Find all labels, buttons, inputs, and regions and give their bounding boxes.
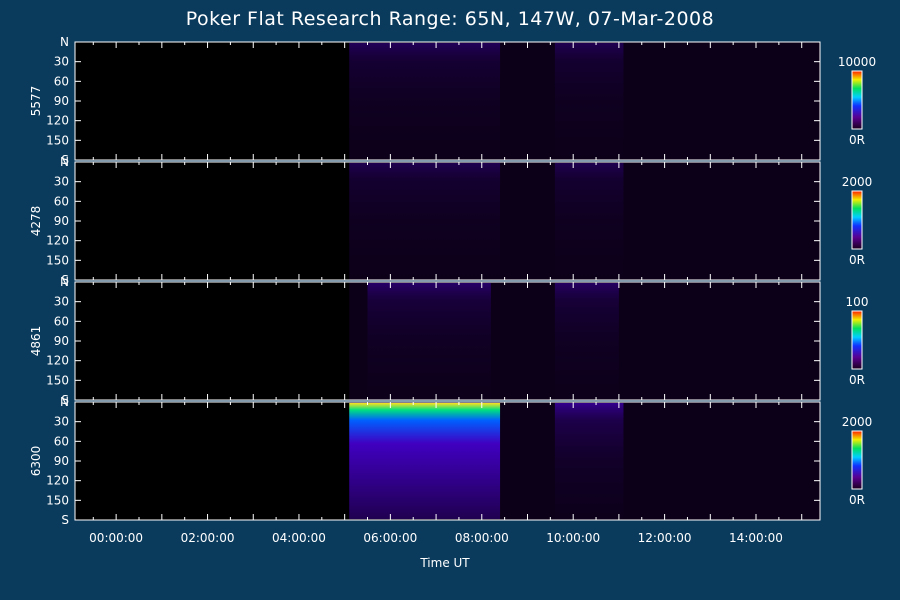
panel-4861-ytick-label: 60 xyxy=(54,314,69,328)
panel-5577-ytick-label: 150 xyxy=(46,133,69,147)
panel-6300-colorbar xyxy=(851,430,863,490)
panel-4861-ytick-label: 120 xyxy=(46,354,69,368)
panel-4278-ytick-label: 30 xyxy=(54,175,69,189)
panel-4861-ytick-label: 150 xyxy=(46,373,69,387)
panel-4861-ytick-label: 30 xyxy=(54,295,69,309)
panel-5577-ytick-label: 30 xyxy=(54,55,69,69)
panel-4861-colorbar-max: 100 xyxy=(846,295,869,309)
panel-4278-ylabel: 4278 xyxy=(29,206,43,237)
panel-6300-emission-2 xyxy=(554,403,624,519)
panel-5577-ytick-label: N xyxy=(60,35,69,49)
panel-6300-emission-1 xyxy=(349,403,501,519)
panel-4861-emission-1 xyxy=(367,283,491,399)
panel-5577-ytick-label: 90 xyxy=(54,94,69,108)
panel-5577-ylabel: 5577 xyxy=(29,86,43,117)
x-axis-label: Time UT xyxy=(420,556,470,570)
x-tick-label: 06:00:00 xyxy=(363,531,417,545)
panel-6300-ytick-label: S xyxy=(61,513,69,527)
x-tick-label: 02:00:00 xyxy=(181,531,235,545)
panel-4278-colorbar-max: 2000 xyxy=(842,175,873,189)
panel-4278-ytick-label: 150 xyxy=(46,253,69,267)
panel-6300-colorbar-max: 2000 xyxy=(842,415,873,429)
x-tick-label: 14:00:00 xyxy=(729,531,783,545)
panel-4278-colorbar xyxy=(851,190,863,250)
panel-4278-colorbar-min: 0R xyxy=(849,253,865,267)
panel-5577-emission-2 xyxy=(554,43,624,159)
x-tick-label: 12:00:00 xyxy=(638,531,692,545)
chart-title: Poker Flat Research Range: 65N, 147W, 07… xyxy=(185,8,715,30)
panel-4278-ytick-label: S xyxy=(61,273,69,287)
panel-5577-colorbar-max: 10000 xyxy=(838,55,876,69)
panel-4278-ytick-label: 60 xyxy=(54,194,69,208)
panel-4861-ytick-label: S xyxy=(61,393,69,407)
panel-5577-emission-1 xyxy=(349,43,501,159)
panel-6300-colorbar-min: 0R xyxy=(849,493,865,507)
panel-5577-colorbar-min: 0R xyxy=(849,133,865,147)
panel-4278-ytick-label: 120 xyxy=(46,234,69,248)
x-tick-label: 08:00:00 xyxy=(455,531,509,545)
panel-4861-colorbar-min: 0R xyxy=(849,373,865,387)
panel-6300-ytick-label: 120 xyxy=(46,474,69,488)
panel-4861-ytick-label: N xyxy=(60,275,69,289)
x-tick-label: 10:00:00 xyxy=(546,531,600,545)
panel-4278-ytick-label: 90 xyxy=(54,214,69,228)
panel-5577-ytick-label: 60 xyxy=(54,74,69,88)
panel-5577-ytick-label: 120 xyxy=(46,114,69,128)
panel-6300-ytick-label: 30 xyxy=(54,415,69,429)
x-tick-label: 04:00:00 xyxy=(272,531,326,545)
panel-4278-ytick-label: N xyxy=(60,155,69,169)
panel-4861-colorbar xyxy=(851,310,863,370)
panel-6300-ytick-label: N xyxy=(60,395,69,409)
panel-6300-ylabel: 6300 xyxy=(29,446,43,477)
panel-4278-emission-2 xyxy=(554,163,624,279)
panel-4861-emission-2 xyxy=(554,283,619,399)
panel-6300-ytick-label: 150 xyxy=(46,493,69,507)
panel-4861-ytick-label: 90 xyxy=(54,334,69,348)
panel-6300-ytick-label: 60 xyxy=(54,434,69,448)
panel-4278-emission-1 xyxy=(349,163,501,279)
panel-5577-colorbar xyxy=(851,70,863,130)
panel-6300-ytick-label: 90 xyxy=(54,454,69,468)
panel-5577-ytick-label: S xyxy=(61,153,69,167)
x-tick-label: 00:00:00 xyxy=(89,531,143,545)
panel-4861-ylabel: 4861 xyxy=(29,326,43,357)
